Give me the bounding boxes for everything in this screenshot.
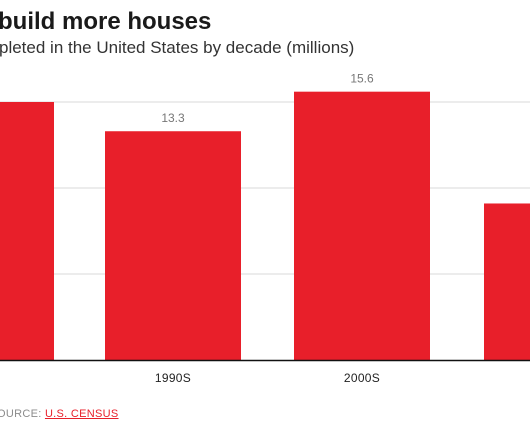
value-label-1: 13.3 (161, 111, 185, 125)
source-link[interactable]: U.S. CENSUS (44, 408, 119, 420)
bar-0 (0, 102, 54, 360)
source-note: OURCE: U.S. CENSUS (0, 408, 119, 420)
x-tick-label-2: 2000S (344, 371, 380, 385)
bar-3 (484, 203, 530, 360)
source-label: OURCE: (0, 408, 45, 420)
value-label-2: 15.6 (350, 72, 374, 86)
x-tick-label-1: 1990S (155, 371, 191, 385)
chart-subtitle: pleted in the United States by decade (m… (0, 38, 355, 57)
chart-title: build more houses (0, 8, 212, 35)
bar-2 (294, 91, 430, 361)
bar-1 (105, 131, 241, 360)
